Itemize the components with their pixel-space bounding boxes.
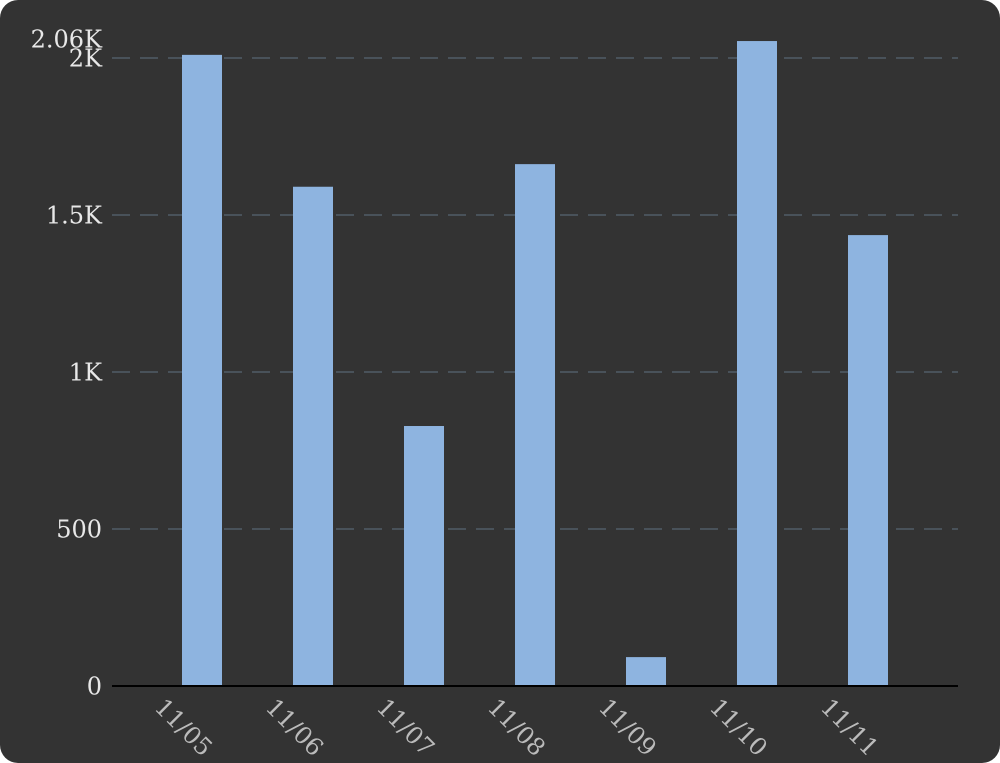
y-tick-label: 500 — [56, 516, 102, 544]
bar — [515, 164, 555, 686]
bar — [293, 186, 333, 687]
y-tick-label: 2.06K — [31, 26, 103, 54]
bar — [848, 235, 888, 686]
bar — [404, 426, 444, 686]
bar — [182, 54, 222, 687]
y-tick-label: 2K — [69, 45, 103, 73]
bar — [737, 41, 777, 686]
y-tick-label: 1K — [69, 359, 103, 387]
bar — [626, 657, 666, 686]
y-tick-label: 1.5K — [46, 202, 103, 230]
y-tick-label: 0 — [87, 673, 102, 701]
